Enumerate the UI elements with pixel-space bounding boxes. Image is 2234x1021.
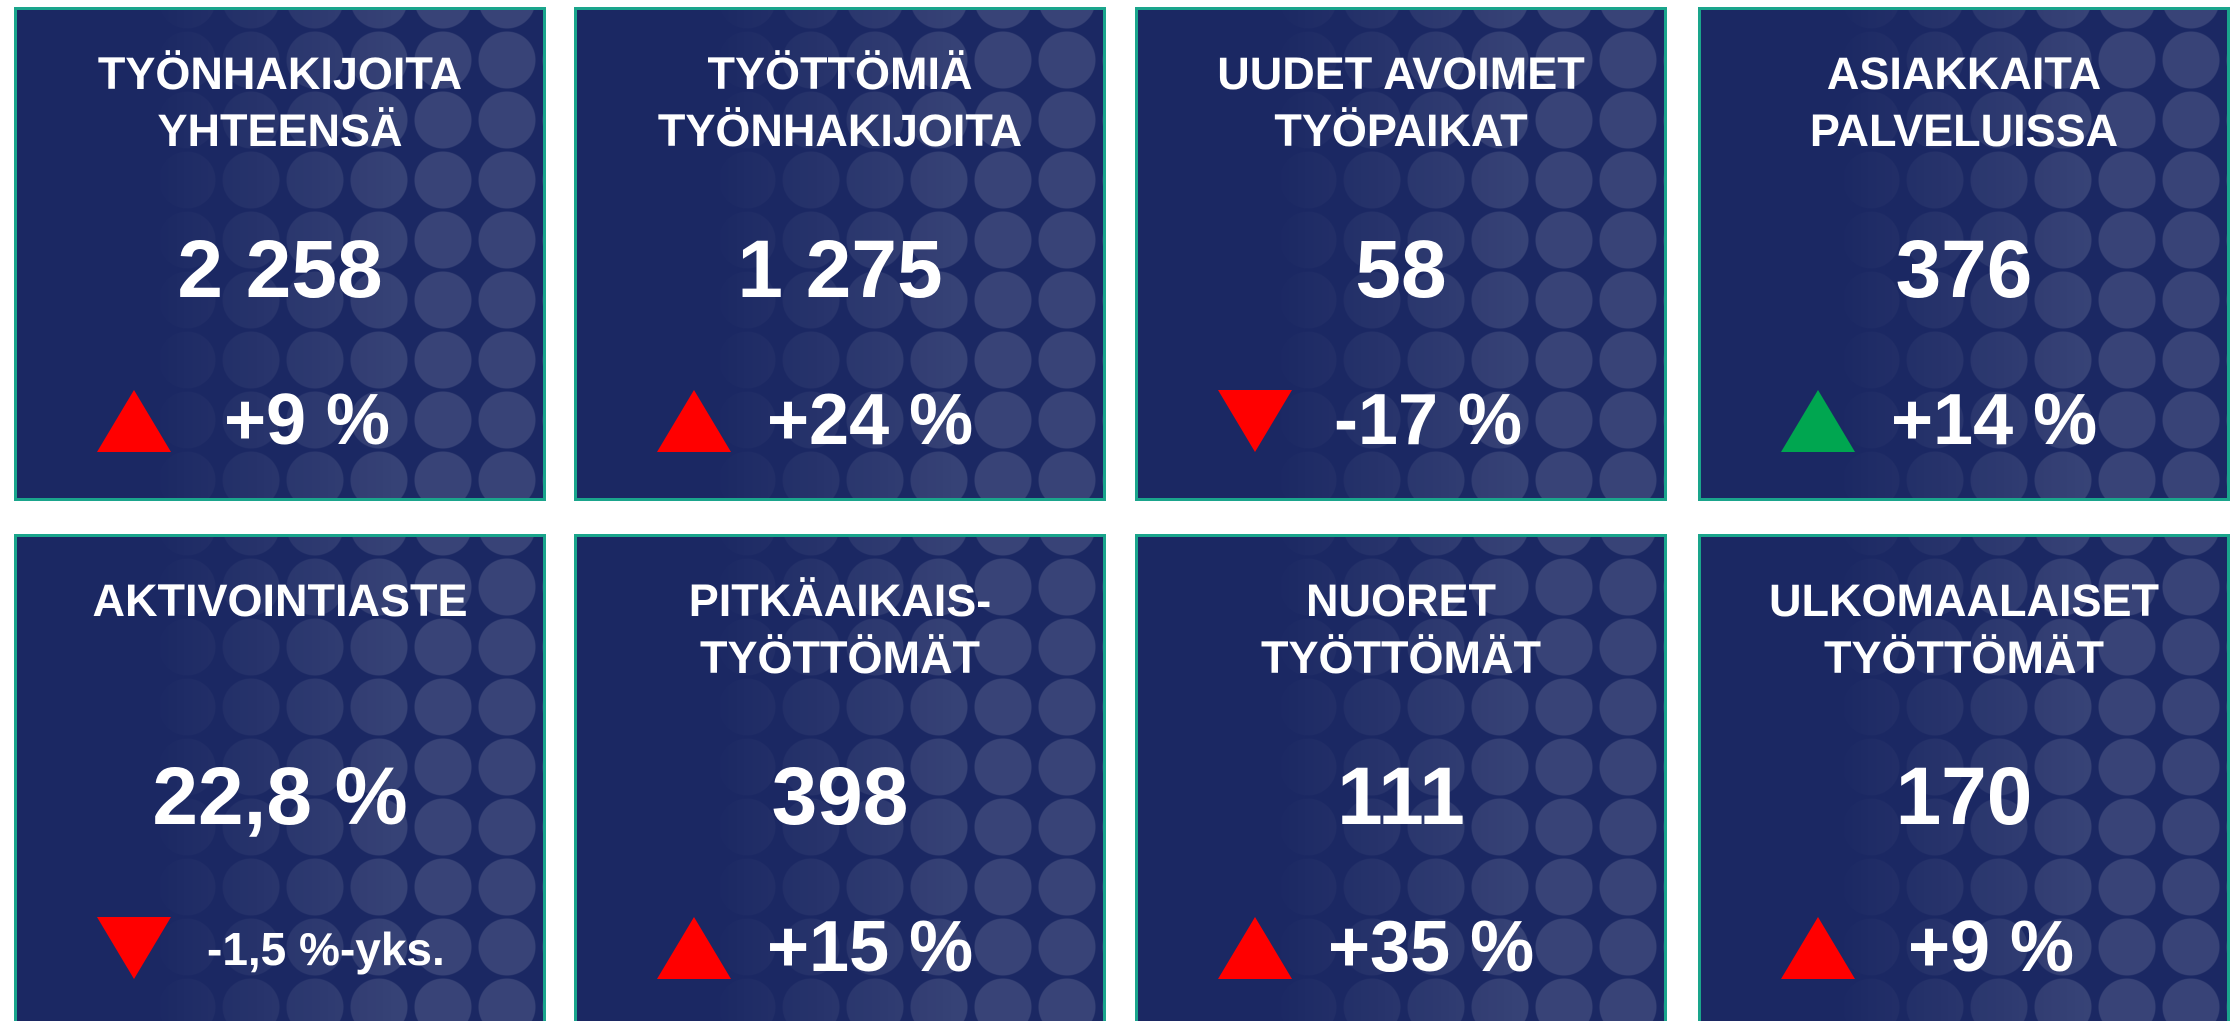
arrow-shape [1218, 917, 1292, 979]
arrow-shape [657, 917, 731, 979]
card-value: 111 [1337, 751, 1465, 842]
trend-arrow [1781, 390, 1855, 452]
card-title: TYÖNHAKIJOITA [97, 48, 463, 99]
card-title: TYÖTTÖMÄT [1824, 632, 2104, 683]
arrow-shape [1781, 917, 1855, 979]
card-title: PALVELUISSA [1809, 105, 2119, 156]
arrow-shape [657, 390, 731, 452]
trend-arrow [1781, 917, 1855, 979]
trend-arrow [1218, 390, 1292, 452]
kpi-card: TYÖTTÖMIÄ TYÖNHAKIJOITA 1 275 +24 % [574, 7, 1106, 501]
card-title: ASIAKKAITA [1826, 48, 2102, 99]
trend-arrow [97, 390, 171, 452]
card-change: +9 % [1907, 907, 2075, 987]
trend-arrow [657, 390, 731, 452]
card-value: 398 [771, 751, 909, 842]
kpi-card: TYÖNHAKIJOITA YHTEENSÄ 2 258 +9 % [14, 7, 546, 501]
card-title: PITKÄAIKAIS- [688, 575, 992, 626]
arrow-shape [97, 917, 171, 979]
card-change: -1,5 %-yks. [207, 923, 445, 975]
trend-arrow [657, 917, 731, 979]
kpi-card: NUORET TYÖTTÖMÄT 111 +35 % [1135, 534, 1667, 1021]
trend-arrow [1218, 917, 1292, 979]
card-value: 22,8 % [152, 751, 408, 842]
kpi-card: ASIAKKAITA PALVELUISSA 376 +14 % [1698, 7, 2230, 501]
card-value: 170 [1895, 751, 2033, 842]
card-title: TYÖNHAKIJOITA [657, 105, 1023, 156]
trend-arrow [97, 917, 171, 979]
card-title: TYÖPAIKAT [1274, 105, 1528, 156]
card-change: +15 % [767, 907, 974, 987]
kpi-card: ULKOMAALAISET TYÖTTÖMÄT 170 +9 % [1698, 534, 2230, 1021]
arrow-shape [1781, 390, 1855, 452]
card-title: AKTIVOINTIASTE [92, 575, 468, 626]
card-title: UUDET AVOIMET [1217, 48, 1585, 99]
card-title: ULKOMAALAISET [1769, 575, 2159, 626]
card-change: +14 % [1891, 380, 2098, 460]
card-value: 2 258 [177, 224, 383, 315]
card-value: 376 [1895, 224, 2033, 315]
card-title: TYÖTTÖMÄT [700, 632, 980, 683]
card-value: 1 275 [737, 224, 943, 315]
kpi-card: PITKÄAIKAIS- TYÖTTÖMÄT 398 +15 % [574, 534, 1106, 1021]
card-title: NUORET [1306, 575, 1496, 626]
kpi-card: AKTIVOINTIASTE 22,8 % -1,5 %-yks. [14, 534, 546, 1021]
card-change: +24 % [767, 380, 974, 460]
card-title: TYÖTTÖMÄT [1261, 632, 1541, 683]
card-title: TYÖTTÖMIÄ [707, 48, 973, 99]
card-change: +35 % [1328, 907, 1535, 987]
kpi-card: UUDET AVOIMET TYÖPAIKAT 58 -17 % [1135, 7, 1667, 501]
arrow-shape [97, 390, 171, 452]
card-title: YHTEENSÄ [157, 105, 403, 156]
card-change: -17 % [1333, 380, 1523, 460]
arrow-shape [1218, 390, 1292, 452]
card-change: +9 % [223, 380, 391, 460]
card-value: 58 [1355, 224, 1447, 315]
